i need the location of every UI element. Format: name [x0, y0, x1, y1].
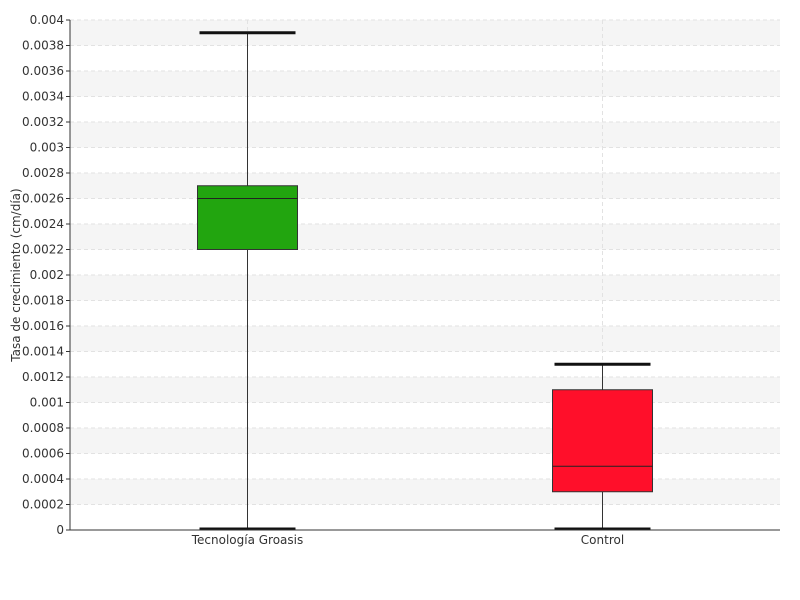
x-tick-label: Control [581, 533, 624, 547]
y-tick-label: 0.0008 [22, 421, 64, 435]
background-band [70, 326, 780, 352]
y-tick-label: 0.0036 [22, 64, 64, 78]
box [552, 389, 653, 493]
y-tick-label: 0.0006 [22, 447, 64, 461]
box-group [552, 362, 653, 531]
background-band [70, 224, 780, 250]
y-tick-label: 0.0012 [22, 370, 64, 384]
y-tick-label: 0.0004 [22, 472, 64, 486]
y-tick-label: 0.0018 [22, 294, 64, 308]
box [197, 185, 298, 250]
y-tick-label: 0.0028 [22, 166, 64, 180]
y-tick-label: 0.003 [30, 141, 64, 155]
background-band [70, 20, 780, 46]
y-tick-label: 0.0032 [22, 115, 64, 129]
y-axis-title: Tasa de crecimiento (cm/día) [9, 188, 23, 362]
boxes-layer [197, 31, 653, 531]
background-band [70, 71, 780, 97]
background-band [70, 377, 780, 403]
background-band [70, 122, 780, 148]
y-tick-label: 0.0024 [22, 217, 64, 231]
background-band [70, 428, 780, 454]
y-tick-label: 0.0002 [22, 498, 64, 512]
background-band [70, 275, 780, 301]
y-tick-label: 0.0038 [22, 39, 64, 53]
y-tick-label: 0.0014 [22, 345, 64, 359]
y-tick-label: 0.0022 [22, 243, 64, 257]
box-group [197, 31, 298, 531]
background-bands [70, 20, 780, 505]
grid-lines [70, 19, 780, 530]
y-tick-label: 0.0016 [22, 319, 64, 333]
x-tick-label: Tecnología Groasis [191, 533, 304, 547]
background-band [70, 173, 780, 199]
y-tick-label: 0.004 [30, 13, 64, 27]
y-tick-label: 0.001 [30, 396, 64, 410]
y-tick-labels: 0 0.0002 0.0004 0.0006 0.0008 0.001 0.0012 0.00… [22, 13, 64, 537]
background-band [70, 479, 780, 505]
x-tick-labels: Tecnología Groasis Control [191, 533, 624, 547]
y-tick-label: 0 [56, 523, 64, 537]
axes-layer [66, 19, 780, 531]
y-tick-label: 0.002 [30, 268, 64, 282]
y-tick-label: 0.0026 [22, 192, 64, 206]
y-tick-label: 0.0034 [22, 90, 64, 104]
